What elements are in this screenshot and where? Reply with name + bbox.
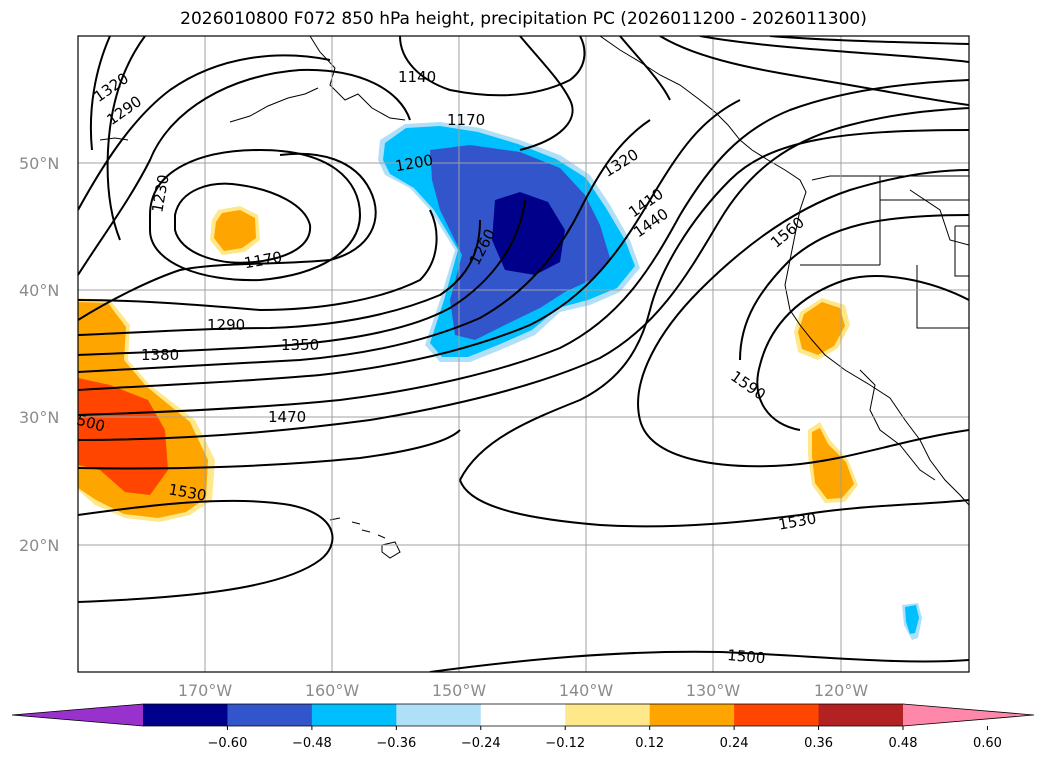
colorbar-tick-label: 0.24 xyxy=(720,736,749,751)
contour-label: 1290 xyxy=(207,316,245,334)
lat-label: 20°N xyxy=(19,536,59,555)
height-contours xyxy=(78,36,969,672)
colorbar: −0.60 −0.48 −0.36 −0.24 −0.12 0.12 0.24 0.36 0.4… xyxy=(11,703,1035,751)
colorbar-tick-label: −0.36 xyxy=(376,736,416,751)
contour-label: 1380 xyxy=(141,346,179,364)
contour-label: 1350 xyxy=(281,336,319,354)
colorbar-tick-label: 0.48 xyxy=(889,736,918,751)
contour-label: 1170 xyxy=(447,111,485,129)
colorbar-tick-label: 0.12 xyxy=(635,736,664,751)
colorbar-tick-label: 0.36 xyxy=(804,736,833,751)
lon-label: 120°W xyxy=(814,681,869,700)
lat-label: 40°N xyxy=(19,281,59,300)
colorbar-segment xyxy=(480,704,566,726)
latitude-labels: 50°N 40°N 30°N 20°N xyxy=(19,154,59,555)
lon-label: 140°W xyxy=(559,681,614,700)
colorbar-segment xyxy=(734,704,820,726)
colorbar-segment xyxy=(227,704,313,726)
colorbar-tick-label: −0.60 xyxy=(208,736,248,751)
colorbar-tick-label: 0.60 xyxy=(973,736,1002,751)
map-frame xyxy=(78,36,969,672)
lon-label: 160°W xyxy=(305,681,360,700)
longitude-labels: 170°W 160°W 150°W 140°W 130°W 120°W xyxy=(178,681,869,700)
colorbar-tick-label: −0.12 xyxy=(545,736,585,751)
colorbar-segment xyxy=(396,704,482,726)
graticule xyxy=(78,36,969,672)
colorbar-outline xyxy=(11,703,1035,727)
colorbar-extend-high xyxy=(903,704,1034,726)
colorbar-tick-label: −0.24 xyxy=(461,736,501,751)
colorbar-segment xyxy=(311,704,397,726)
lon-label: 130°W xyxy=(686,681,741,700)
lat-label: 30°N xyxy=(19,408,59,427)
map-title: 2026010800 F072 850 hPa height, precipit… xyxy=(180,9,867,29)
lon-label: 150°W xyxy=(432,681,487,700)
lon-label: 170°W xyxy=(178,681,233,700)
colorbar-segment xyxy=(818,704,904,726)
colorbar-segment xyxy=(565,704,651,726)
colorbar-tick-label: −0.48 xyxy=(292,736,332,751)
contour-label: 1470 xyxy=(268,408,306,426)
lat-label: 50°N xyxy=(19,154,59,173)
contour-label: 1140 xyxy=(398,68,436,86)
contour-label: 1500 xyxy=(727,646,767,667)
colorbar-segment xyxy=(649,704,735,726)
colorbar-segment xyxy=(143,704,228,726)
map-border xyxy=(77,35,970,673)
colorbar-extend-low xyxy=(12,704,143,726)
